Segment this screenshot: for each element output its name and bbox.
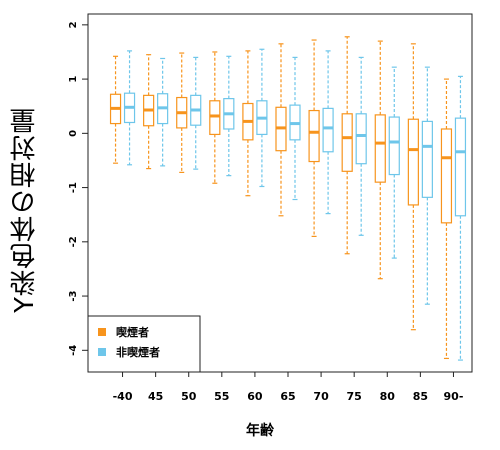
box-nonsmoker xyxy=(157,57,169,167)
x-tick-label: 80 xyxy=(380,390,396,403)
box-smoker xyxy=(242,50,254,197)
x-tick-label: 45 xyxy=(148,390,163,403)
y-tick-label: 0 xyxy=(68,130,79,137)
box-smoker xyxy=(440,78,453,360)
y-axis-title: Y染色体の相対量 xyxy=(4,90,44,330)
box-nonsmoker xyxy=(190,56,202,170)
box-nonsmoker xyxy=(322,50,334,215)
box-smoker xyxy=(209,51,221,184)
x-tick-label: 70 xyxy=(313,390,329,403)
box-nonsmoker xyxy=(289,56,301,201)
box-smoker xyxy=(176,52,188,173)
box-iqr xyxy=(341,113,353,172)
box-smoker xyxy=(275,43,287,217)
x-tick-label: -40 xyxy=(113,390,133,403)
box-iqr xyxy=(407,118,419,206)
box-iqr xyxy=(388,116,400,176)
box-nonsmoker xyxy=(421,66,433,305)
legend-swatch xyxy=(98,348,106,356)
x-axis: -40 45 50 55 60 65 70 75 80 85 90- xyxy=(113,372,464,403)
plot-frame xyxy=(87,13,473,373)
y-tick-label: 1 xyxy=(68,76,79,83)
box-iqr xyxy=(421,120,433,198)
y-tick-label: -2 xyxy=(68,236,79,247)
box-iqr xyxy=(209,100,221,136)
x-tick-label: 55 xyxy=(214,390,229,403)
legend-swatch xyxy=(98,328,106,336)
box-iqr xyxy=(355,113,367,165)
x-tick-label: 50 xyxy=(181,390,197,403)
y-tick-label: -3 xyxy=(68,290,79,301)
y-axis: 2 1 0 -1 -2 -3 -4 xyxy=(68,21,88,356)
x-tick-label: 90- xyxy=(444,390,464,403)
legend-label: 非喫煙者 xyxy=(116,345,160,359)
box-smoker xyxy=(374,40,386,280)
x-tick-label: 85 xyxy=(413,390,428,403)
box-iqr xyxy=(322,107,334,153)
x-tick-label: 65 xyxy=(280,390,295,403)
legend-label: 喫煙者 xyxy=(116,325,149,339)
box-smoker xyxy=(308,39,320,237)
box-iqr xyxy=(454,117,467,217)
x-axis-title: 年齢 xyxy=(246,423,274,439)
y-tick-label: 2 xyxy=(68,21,79,28)
y-tick-label: -4 xyxy=(68,345,79,356)
box-nonsmoker xyxy=(454,75,467,361)
box-series xyxy=(109,36,467,361)
box-iqr xyxy=(374,114,386,183)
legend-box xyxy=(87,315,201,373)
box-iqr xyxy=(440,128,453,224)
box-smoker xyxy=(341,36,353,255)
box-nonsmoker xyxy=(256,48,268,188)
x-tick-label: 75 xyxy=(347,390,362,403)
box-smoker xyxy=(143,54,155,170)
box-smoker xyxy=(109,55,122,164)
box-nonsmoker xyxy=(388,66,400,259)
box-smoker xyxy=(407,43,419,331)
box-nonsmoker xyxy=(355,56,367,236)
plot-border xyxy=(87,13,473,373)
x-tick-label: 60 xyxy=(247,390,263,403)
box-iqr xyxy=(308,109,320,163)
box-nonsmoker xyxy=(123,50,136,166)
box-nonsmoker xyxy=(223,55,235,177)
y-axis-title-text: Y染色体の相対量 xyxy=(9,107,40,313)
y-tick-label: -1 xyxy=(68,182,79,193)
